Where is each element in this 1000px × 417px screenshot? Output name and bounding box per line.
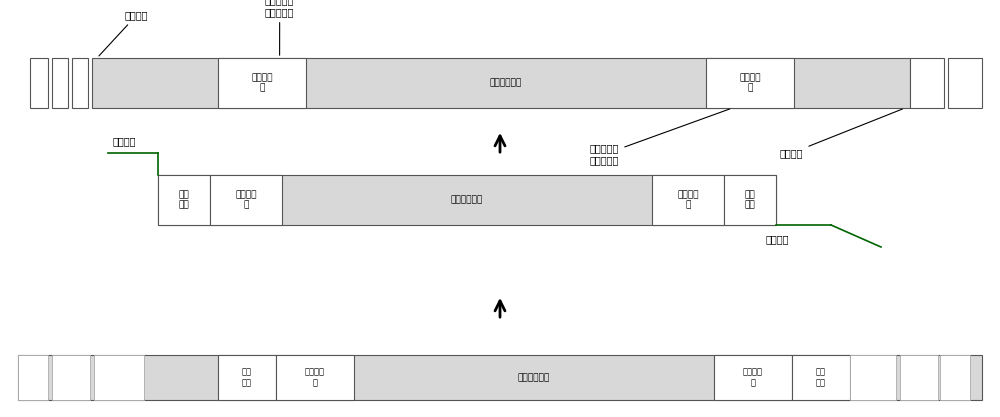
Bar	[652, 175, 724, 225]
Text: 目的编码序列: 目的编码序列	[451, 196, 483, 204]
Bar	[706, 58, 794, 108]
Bar	[724, 175, 776, 225]
Bar	[52, 355, 90, 400]
Text: 接头
序列: 接头 序列	[242, 368, 252, 387]
Bar	[714, 355, 792, 400]
Bar	[30, 58, 48, 108]
Bar	[92, 58, 910, 108]
Text: 接头
序列: 接头 序列	[745, 190, 755, 210]
Bar	[218, 355, 276, 400]
Bar	[72, 58, 88, 108]
Text: 目的编码序列: 目的编码序列	[518, 373, 550, 382]
Bar	[94, 355, 144, 400]
Text: 正向引物的
特异性序列: 正向引物的 特异性序列	[265, 0, 294, 55]
Bar	[52, 58, 68, 108]
Text: 特异性序
列: 特异性序 列	[305, 368, 325, 387]
Text: 特异性序
列: 特异性序 列	[743, 368, 763, 387]
Bar	[850, 355, 896, 400]
Text: 接头
序列: 接头 序列	[179, 190, 189, 210]
Bar	[948, 58, 982, 108]
Text: 接头序列: 接头序列	[113, 136, 136, 146]
Bar	[18, 355, 982, 400]
Bar	[210, 175, 282, 225]
Bar	[910, 58, 944, 108]
Text: 特异性序
列: 特异性序 列	[677, 190, 699, 210]
Text: 接头序列: 接头序列	[780, 109, 902, 158]
Text: 接头序列: 接头序列	[99, 10, 148, 56]
Text: 特异性序
列: 特异性序 列	[251, 73, 273, 93]
Bar	[218, 58, 306, 108]
Text: 接头
序列: 接头 序列	[816, 368, 826, 387]
Bar	[158, 175, 776, 225]
Text: 特异性序
列: 特异性序 列	[235, 190, 257, 210]
Bar	[276, 355, 354, 400]
Text: 接头序列: 接头序列	[766, 234, 790, 244]
Bar	[158, 175, 210, 225]
Bar	[792, 355, 850, 400]
Text: 特异性序
列: 特异性序 列	[739, 73, 761, 93]
Bar	[900, 355, 938, 400]
Bar	[940, 355, 970, 400]
Bar	[18, 355, 48, 400]
Text: 反向引物的
特异性序列: 反向引物的 特异性序列	[590, 109, 730, 165]
Text: 目的编码序列: 目的编码序列	[490, 78, 522, 88]
